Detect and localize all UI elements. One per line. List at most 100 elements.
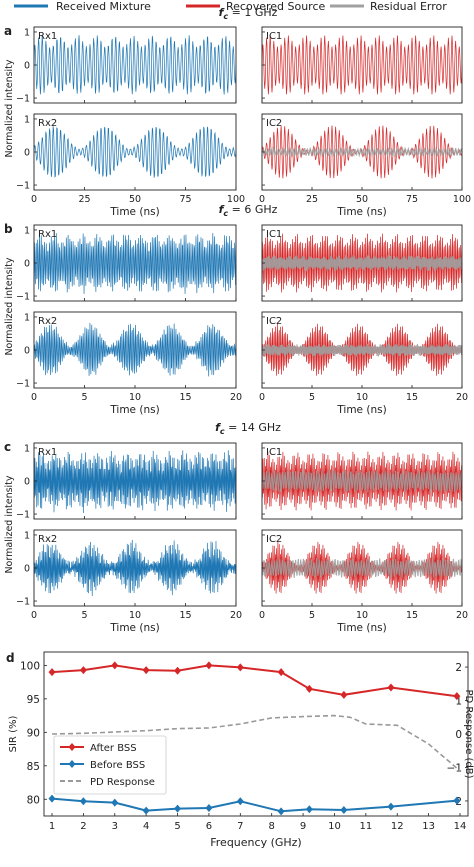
- series-1-point: [453, 796, 461, 805]
- panel-c-rx1-ytick-label: 0: [24, 477, 30, 488]
- panel-d-y2tick-label: 0: [455, 729, 462, 741]
- panel-d-xtick-label: 10: [328, 821, 341, 832]
- panel-c-rx2-xtick-label: 10: [129, 610, 141, 621]
- series-1-point: [277, 807, 285, 816]
- series-1-point: [305, 805, 313, 814]
- panel-d-xtick-label: 9: [300, 821, 306, 832]
- panel-b-rx1-ytick-label: 1: [24, 225, 30, 236]
- panel-b-ic1-trace-residual: [261, 255, 463, 272]
- panel-d-y2tick-label: 1: [455, 696, 462, 708]
- panel-a-ic2-xtick-label: 75: [406, 194, 418, 205]
- panel-c-ic1-label: IC1: [266, 447, 282, 458]
- panel-b-ylabel: Normalized intensity: [4, 257, 15, 355]
- panel-b-ic2-trace-residual: [261, 343, 463, 357]
- series-0-point: [305, 684, 313, 693]
- legend-label-residual: Residual Error: [370, 0, 447, 13]
- panel-b-ic2-xtick-label: 15: [406, 392, 418, 403]
- legend-before-bss-marker: [68, 760, 76, 768]
- panel-b-ic2-xtick-label: 5: [309, 392, 315, 403]
- panel-d-xtick-label: 7: [237, 821, 243, 832]
- series-0-point: [174, 666, 182, 675]
- panel-b-rx2-xtick-label: 10: [129, 392, 141, 403]
- panel-c-rx1-ytick-label: 1: [24, 443, 30, 454]
- series-0-point: [277, 668, 285, 677]
- panel-c-xlabel-left: Time (ns): [109, 622, 159, 634]
- panel-b-rx2-ytick-label: 1: [24, 312, 30, 323]
- panel-d-xtick-label: 4: [143, 821, 149, 832]
- panel-d-series: [48, 661, 461, 816]
- fc-value: = 6 GHz: [228, 203, 278, 216]
- panel-b-rx1-ytick-label: 0: [24, 259, 30, 270]
- panel-d-xtick-label: 11: [359, 821, 372, 832]
- panel-d-ytick-label: 100: [20, 660, 40, 672]
- legend-before-bss-label: Before BSS: [90, 760, 145, 771]
- panel-c-rx1-ytick-label: −1: [16, 510, 30, 521]
- panel-letter-a: a: [4, 24, 12, 38]
- series-0-point: [142, 666, 150, 675]
- panel-c-rx1-label: Rx1: [38, 447, 57, 458]
- panel-a-ic2-trace: [261, 125, 463, 179]
- series-0-point: [387, 683, 395, 692]
- fc-subscript: c: [220, 427, 225, 436]
- panel-a-rx2-ytick-label: 1: [24, 114, 30, 125]
- panel-d-xlabel: Frequency (GHz): [210, 836, 301, 849]
- panel-b-rx2-ytick-label: −1: [16, 379, 30, 390]
- panel-c-rx2-xtick-label: 15: [179, 610, 191, 621]
- panel-a-rx2-xtick-label: 75: [179, 194, 191, 205]
- panel-c-ic2-xtick-label: 10: [356, 610, 368, 621]
- panel-a-xlabel-right: Time (ns): [336, 206, 386, 218]
- series-1-point: [174, 804, 182, 813]
- panel-d-ylabel: SIR (%): [8, 716, 19, 753]
- panel-d-xtick-label: 1: [49, 821, 55, 832]
- fc-symbol: f: [215, 421, 221, 434]
- panel-a-ic2-xtick-label: 25: [306, 194, 318, 205]
- series-1-point: [387, 802, 395, 811]
- panel-c-fc-header: fc = 14 GHz: [215, 421, 281, 436]
- series-0-point: [79, 666, 87, 675]
- panel-d-ytick-label: 95: [27, 694, 40, 706]
- panel-d-xtick-label: 14: [454, 821, 467, 832]
- panel-b-rx2-xtick-label: 15: [179, 392, 191, 403]
- series-1-line: [51, 797, 457, 813]
- panel-c-ic2-xtick-label: 5: [309, 610, 315, 621]
- panel-b-ic1-label: IC1: [266, 229, 282, 240]
- legend: Received Mixture Recovered Source Residu…: [14, 0, 447, 13]
- panel-c-rx1-trace: [33, 450, 237, 513]
- panel-b-rx2-label: Rx2: [38, 316, 57, 327]
- series-0-point: [205, 661, 213, 670]
- panel-letter-d: d: [6, 651, 15, 665]
- panel-b-rx1-label: Rx1: [38, 229, 57, 240]
- panel-letter-b: b: [4, 222, 13, 236]
- panel-b-fc-header: fc = 6 GHz: [219, 203, 278, 218]
- panel-d-xtick-label: 5: [174, 821, 180, 832]
- panel-a-ylabel: Normalized intensity: [4, 59, 15, 157]
- panel-a-rx2-xtick-label: 100: [227, 194, 245, 205]
- panel-c-rx2-ytick-label: −1: [16, 597, 30, 608]
- panel-a-ic2-xtick-label: 50: [356, 194, 368, 205]
- panel-c-rx2-xtick-label: 0: [31, 610, 37, 621]
- panel-b-rx2-xtick-label: 20: [230, 392, 242, 403]
- panel-a-fc-header: fc = 1 GHz: [219, 6, 278, 21]
- panel-a-rx2-xtick-label: 0: [31, 194, 37, 205]
- panel-b-rx2-xtick-label: 0: [31, 392, 37, 403]
- series-2-line: [51, 714, 461, 772]
- panel-b-rx2-ytick-label: 0: [24, 346, 30, 357]
- panel-d-xtick-label: 8: [269, 821, 275, 832]
- legend-label-recovered: Recovered Source: [226, 0, 326, 13]
- panel-d-xtick-label: 2: [80, 821, 86, 832]
- fc-symbol: f: [219, 6, 225, 19]
- panel-c-xlabel-right: Time (ns): [336, 622, 386, 634]
- series-0-line: [51, 664, 458, 698]
- panel-a-rx2-label: Rx2: [38, 118, 57, 129]
- panel-b-rx2-trace: [33, 322, 237, 377]
- panel-c-ylabel: Normalized intensity: [4, 475, 15, 573]
- panel-letter-c: c: [4, 440, 11, 454]
- panel-c-rx2-xtick-label: 5: [81, 610, 87, 621]
- panel-d-xtick-label: 6: [206, 821, 212, 832]
- panel-d-y2tick-label: −1: [447, 762, 462, 774]
- panel-a-rx2-ytick-label: −1: [16, 181, 30, 192]
